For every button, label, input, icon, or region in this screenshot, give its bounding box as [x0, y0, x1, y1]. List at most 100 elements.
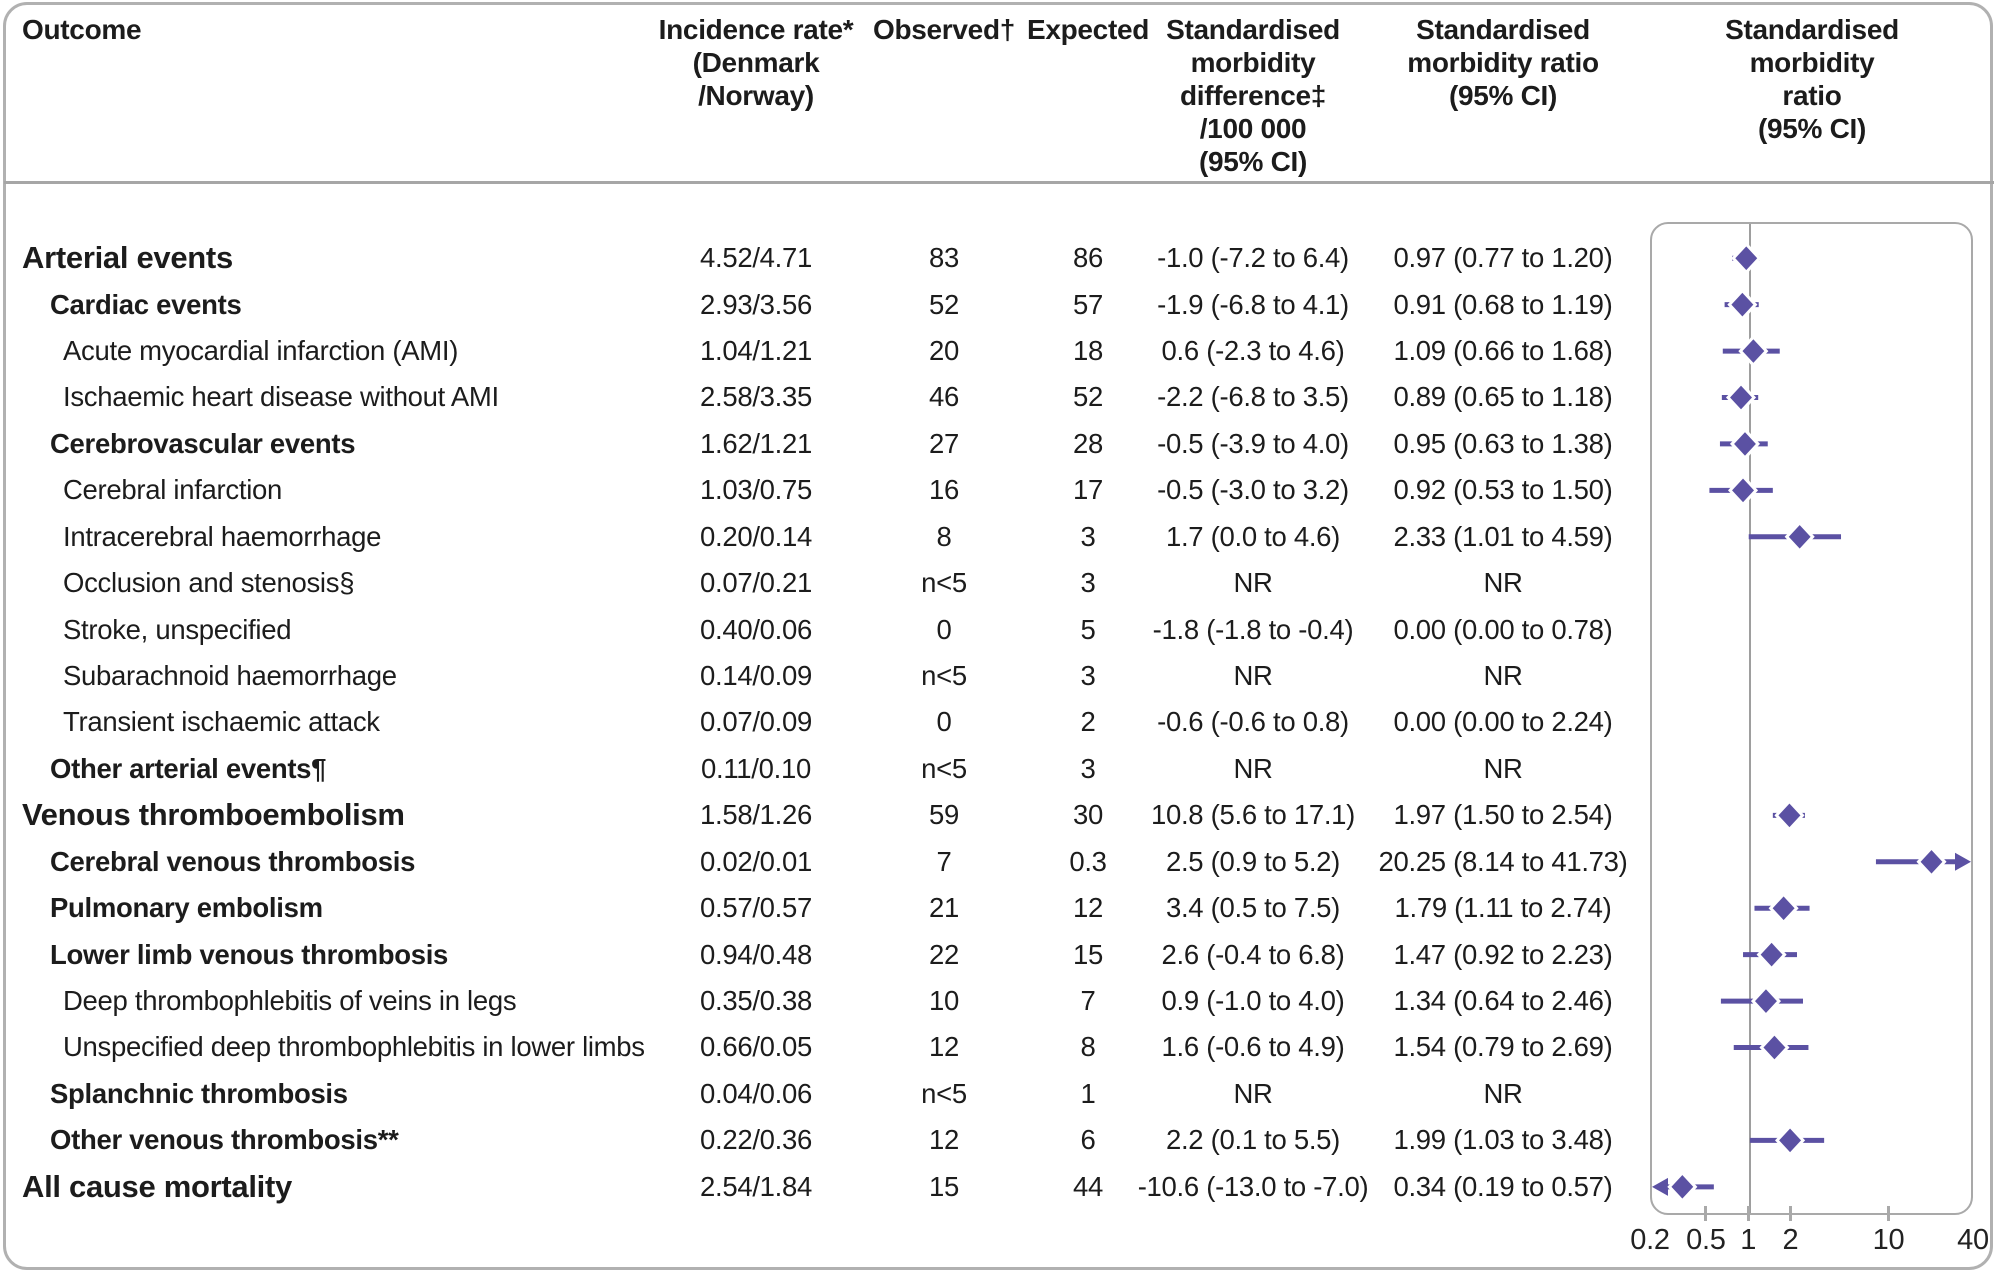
smd-cell: 10.8 (5.6 to 17.1): [1150, 799, 1356, 831]
table-row: Unspecified deep thrombophlebitis in low…: [0, 1024, 2000, 1070]
smr-cell: 0.34 (0.19 to 0.57): [1393, 1170, 1613, 1202]
observed-cell: 0: [936, 706, 952, 738]
expected-cell: 5: [1080, 613, 1096, 645]
smr-cell: 0.00 (0.00 to 2.24): [1393, 706, 1613, 738]
estimate-diamond: [1759, 1031, 1790, 1064]
smd-cell: 3.4 (0.5 to 7.5): [1165, 892, 1341, 924]
incidence-cell: 1.58/1.26: [700, 799, 812, 831]
incidence-cell: 0.14/0.09: [700, 660, 812, 692]
clip-arrow-right: [1955, 852, 1971, 871]
outcome-label: Cerebral venous thrombosis: [50, 845, 416, 877]
table-row: Other venous thrombosis** 0.22/0.36 12 6…: [0, 1117, 2000, 1163]
outcome-label: Intracerebral haemorrhage: [63, 520, 382, 552]
observed-cell: 16: [929, 474, 959, 506]
incidence-cell: 0.22/0.36: [700, 1124, 812, 1156]
smd-cell: -10.6 (-13.0 to -7.0): [1137, 1170, 1369, 1202]
estimate-diamond: [1729, 427, 1761, 461]
table-row: Splanchnic thrombosis 0.04/0.06 n<5 1 NR…: [0, 1071, 2000, 1117]
incidence-cell: 0.40/0.06: [700, 613, 812, 645]
table-row: Pulmonary embolism 0.57/0.57 21 12 3.4 (…: [0, 885, 2000, 931]
estimate-diamond: [1667, 1170, 1698, 1204]
observed-cell: 7: [936, 845, 952, 877]
expected-cell: 28: [1073, 427, 1103, 459]
smd-cell: 0.9 (-1.0 to 4.0): [1161, 985, 1345, 1017]
smr-cell: 0.91 (0.68 to 1.19): [1393, 288, 1613, 320]
table-row: Occlusion and stenosis§ 0.07/0.21 n<5 3 …: [0, 560, 2000, 606]
smr-cell: 1.99 (1.03 to 3.48): [1393, 1124, 1613, 1156]
estimate-diamond: [1768, 892, 1799, 925]
column-header-expected: Expected: [1026, 14, 1150, 45]
outcome-label: Occlusion and stenosis§: [63, 567, 355, 599]
expected-cell: 0.3: [1069, 845, 1107, 877]
table-row: Deep thrombophlebitis of veins in legs 0…: [0, 978, 2000, 1024]
column-header-observed: Observed†: [872, 14, 1016, 45]
expected-cell: 30: [1073, 799, 1103, 831]
observed-cell: n<5: [921, 660, 967, 692]
smd-cell: 0.6 (-2.3 to 4.6): [1161, 335, 1345, 367]
incidence-cell: 0.94/0.48: [700, 938, 812, 970]
smd-cell: -0.6 (-0.6 to 0.8): [1157, 706, 1349, 738]
estimate-diamond: [1916, 845, 1947, 879]
estimate-diamond: [1725, 381, 1757, 414]
outcome-label: Ischaemic heart disease without AMI: [63, 381, 499, 413]
outcome-label: Deep thrombophlebitis of veins in legs: [63, 985, 517, 1017]
estimate-diamond: [1775, 1124, 1806, 1157]
smd-cell: 2.5 (0.9 to 5.2): [1165, 845, 1341, 877]
table-row: Subarachnoid haemorrhage 0.14/0.09 n<5 3…: [0, 653, 2000, 699]
observed-cell: n<5: [921, 567, 967, 599]
smr-cell: 1.54 (0.79 to 2.69): [1393, 1031, 1613, 1063]
outcome-label: Unspecified deep thrombophlebitis in low…: [63, 1031, 645, 1063]
expected-cell: 7: [1080, 985, 1096, 1017]
incidence-cell: 1.62/1.21: [700, 427, 812, 459]
table-row: Cerebrovascular events 1.62/1.21 27 28 -…: [0, 421, 2000, 467]
incidence-cell: 0.11/0.10: [701, 752, 811, 784]
estimate-diamond: [1784, 520, 1815, 553]
axis-tick-mark: [1746, 1206, 1750, 1221]
expected-cell: 3: [1080, 752, 1096, 784]
smd-cell: NR: [1233, 567, 1273, 599]
table-row: Other arterial events¶ 0.11/0.10 n<5 3 N…: [0, 746, 2000, 792]
observed-cell: 12: [929, 1124, 959, 1156]
table-row: Stroke, unspecified 0.40/0.06 0 5 -1.8 (…: [0, 606, 2000, 652]
incidence-cell: 4.52/4.71: [700, 242, 812, 274]
smr-cell: 1.34 (0.64 to 2.46): [1393, 985, 1613, 1017]
outcome-label: Acute myocardial infarction (AMI): [63, 335, 459, 367]
observed-cell: 59: [929, 799, 959, 831]
observed-cell: n<5: [921, 752, 967, 784]
expected-cell: 1: [1080, 1077, 1096, 1109]
column-header-smr: Standardised morbidity ratio (95% CI): [1407, 14, 1599, 111]
observed-cell: 15: [929, 1170, 959, 1202]
smr-cell: 1.79 (1.11 to 2.74): [1394, 892, 1612, 924]
incidence-cell: 0.02/0.01: [700, 845, 812, 877]
smr-cell: 1.47 (0.92 to 2.23): [1393, 938, 1613, 970]
estimate-diamond: [1731, 242, 1762, 275]
observed-cell: 12: [929, 1031, 959, 1063]
observed-cell: 10: [929, 985, 959, 1017]
observed-cell: 22: [929, 938, 959, 970]
smr-cell: 0.00 (0.00 to 0.78): [1393, 613, 1613, 645]
smd-cell: NR: [1233, 1077, 1273, 1109]
smd-cell: NR: [1233, 660, 1273, 692]
observed-cell: 21: [929, 892, 959, 924]
expected-cell: 44: [1073, 1170, 1103, 1202]
estimate-diamond: [1750, 984, 1782, 1018]
axis-tick-mark: [1788, 1206, 1792, 1221]
expected-cell: 57: [1073, 288, 1103, 320]
outcome-label: Other arterial events¶: [50, 752, 327, 784]
estimate-diamond: [1727, 288, 1758, 321]
column-header-smd: Standardised morbidity difference‡ /100 …: [1166, 14, 1340, 177]
incidence-cell: 2.93/3.56: [700, 288, 812, 320]
table-row: Cerebral venous thrombosis 0.02/0.01 7 0…: [0, 839, 2000, 885]
forest-plot-panel: [1650, 222, 1973, 1215]
expected-cell: 15: [1073, 938, 1103, 970]
incidence-cell: 1.04/1.21: [700, 335, 812, 367]
table-row: Lower limb venous thrombosis 0.94/0.48 2…: [0, 931, 2000, 977]
incidence-cell: 0.07/0.09: [700, 706, 812, 738]
smd-cell: -0.5 (-3.0 to 3.2): [1157, 474, 1349, 506]
incidence-cell: 0.07/0.21: [700, 567, 812, 599]
observed-cell: 52: [929, 288, 959, 320]
clip-arrow-left: [1652, 1177, 1668, 1196]
observed-cell: 46: [929, 381, 959, 413]
estimate-diamond: [1756, 938, 1787, 971]
